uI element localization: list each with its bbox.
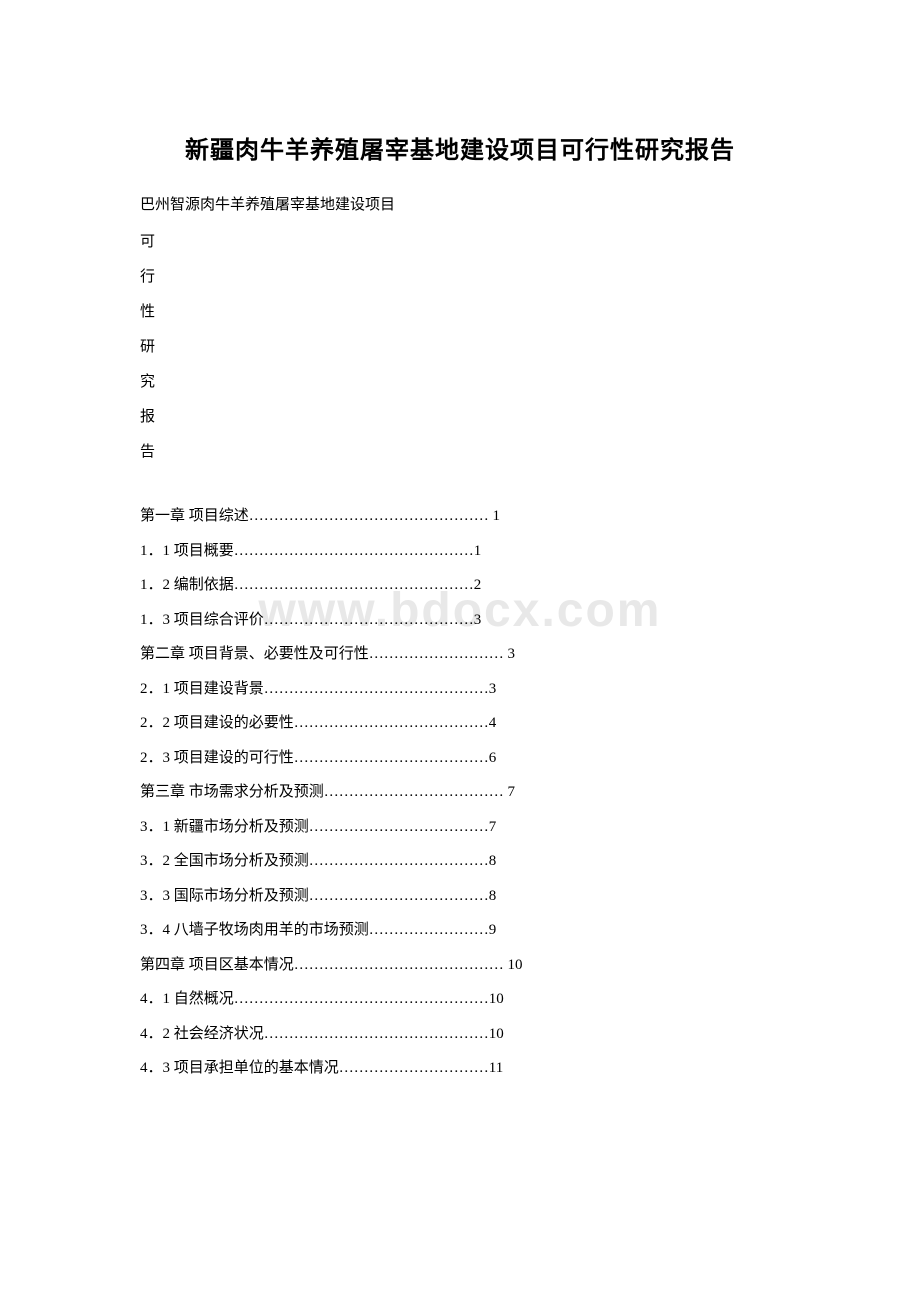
document-subtitle: 巴州智源肉牛羊养殖屠宰基地建设项目	[140, 193, 780, 214]
vertical-char: 报	[140, 401, 780, 434]
vertical-char: 研	[140, 331, 780, 364]
vertical-text-block: 可 行 性 研 究 报 告	[140, 226, 780, 469]
toc-entry: 4．1 自然概况……………………………………………10	[140, 982, 780, 1017]
toc-entry: 第三章 市场需求分析及预测……………………………… 7	[140, 775, 780, 810]
toc-entry: 3．2 全国市场分析及预测………………………………8	[140, 844, 780, 879]
table-of-contents: 第一章 项目综述………………………………………… 1 1．1 项目概要………………	[140, 499, 780, 1086]
toc-entry: 1．2 编制依据…………………………………………2	[140, 568, 780, 603]
toc-entry: 第一章 项目综述………………………………………… 1	[140, 499, 780, 534]
toc-entry: 第二章 项目背景、必要性及可行性……………………… 3	[140, 637, 780, 672]
toc-entry: 1．3 项目综合评价……………………………………3	[140, 603, 780, 638]
toc-entry: 第四章 项目区基本情况…………………………………… 10	[140, 948, 780, 983]
vertical-char: 究	[140, 366, 780, 399]
toc-entry: 2．3 项目建设的可行性…………………………………6	[140, 741, 780, 776]
toc-entry: 4．3 项目承担单位的基本情况…………………………11	[140, 1051, 780, 1086]
document-page: 新疆肉牛羊养殖屠宰基地建设项目可行性研究报告 巴州智源肉牛羊养殖屠宰基地建设项目…	[0, 0, 920, 1086]
toc-entry: 2．1 项目建设背景………………………………………3	[140, 672, 780, 707]
vertical-char: 性	[140, 296, 780, 329]
toc-entry: 3．4 八墙子牧场肉用羊的市场预测……………………9	[140, 913, 780, 948]
vertical-char: 告	[140, 436, 780, 469]
toc-entry: 3．1 新疆市场分析及预测………………………………7	[140, 810, 780, 845]
toc-entry: 1．1 项目概要…………………………………………1	[140, 534, 780, 569]
vertical-char: 可	[140, 226, 780, 259]
toc-entry: 4．2 社会经济状况………………………………………10	[140, 1017, 780, 1052]
toc-entry: 3．3 国际市场分析及预测………………………………8	[140, 879, 780, 914]
document-title: 新疆肉牛羊养殖屠宰基地建设项目可行性研究报告	[140, 130, 780, 165]
toc-entry: 2．2 项目建设的必要性…………………………………4	[140, 706, 780, 741]
vertical-char: 行	[140, 261, 780, 294]
